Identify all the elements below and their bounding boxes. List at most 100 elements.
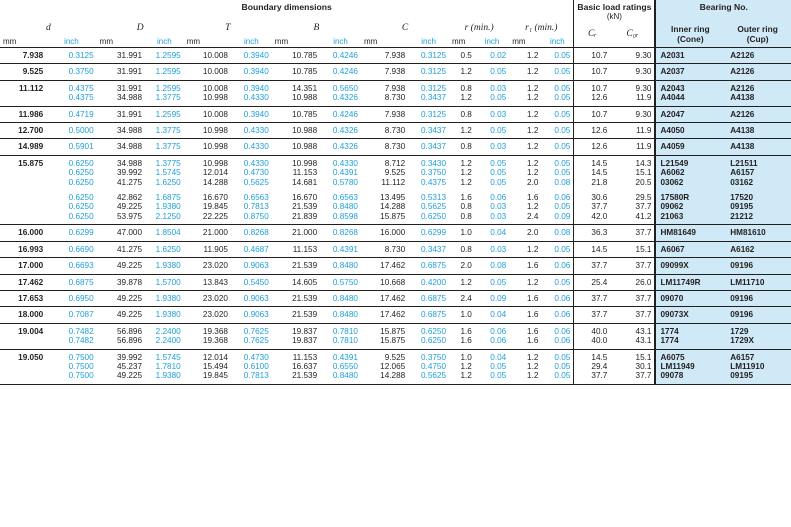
C0r-cell: 9.30 xyxy=(610,47,656,65)
D-inch-cell: 1.2595 xyxy=(145,106,184,124)
table-row: 17.462 0.6875 39.878 1.5700 13.843 0.5450 14.6… xyxy=(0,274,791,291)
r-mm-cell: 1.2 xyxy=(449,93,475,107)
r-inch-cell: 0.03 xyxy=(474,241,510,259)
B-mm-cell: 10.785 xyxy=(271,63,321,81)
C-mm-cell: 15.875 xyxy=(380,326,406,336)
T-mm-cell: 16.670 xyxy=(202,193,228,203)
C0r-cell: 11.9 xyxy=(610,93,656,107)
B-mm-cell: 19.837 xyxy=(271,336,321,350)
T-inch-cell: 0.4330 xyxy=(230,138,272,156)
C-inch-cell: 0.5625 xyxy=(421,202,447,212)
outer-ring-no-cell: A2126 xyxy=(724,47,791,65)
C-mm-cell: 13.495 xyxy=(380,193,406,203)
T-inch-cell: 0.7625 xyxy=(230,336,272,350)
C-inch-cell: 0.6250 xyxy=(408,211,450,226)
r-mm-cell: 1.2 xyxy=(460,168,472,178)
B-inch-cell: 0.4246 xyxy=(320,47,361,65)
Cr-cell: 14.5 xyxy=(573,349,611,362)
r1-inch-cell: 0.06 xyxy=(541,306,574,324)
C-inch-cell: 0.4750 xyxy=(421,361,447,371)
inner-ring-no-cell: A2043 xyxy=(654,80,725,94)
unit-mm: mm xyxy=(271,35,321,48)
B-mm-cell: 11.153 xyxy=(271,241,321,259)
C-mm-cell: 8.730 xyxy=(360,93,409,107)
table-row: 0.6250 53.975 2.1250 22.225 0.8750 21.839 0.85… xyxy=(0,211,791,226)
r-inch-cell: 0.03 xyxy=(474,106,510,124)
Cr-cell: 40.0 xyxy=(573,323,611,337)
r1-mm-cell: 1.2 xyxy=(527,361,539,371)
col-B-symbol: B xyxy=(313,23,320,33)
outer-ring-no-cell: 09196 xyxy=(724,257,791,275)
r1-inch-cell: 0.05 xyxy=(554,361,571,371)
col-Cr-symbol: Cᵣ xyxy=(573,21,611,48)
outer-ring-no-cell: 17520 xyxy=(724,193,791,203)
C-inch-cell: 0.3750 xyxy=(421,168,447,178)
D-inch-cell: 1.7810 xyxy=(155,361,181,371)
T-inch-cell: 0.5625 xyxy=(243,177,269,187)
Cr-cell: 25.4 xyxy=(573,274,611,291)
col-D-symbol: D xyxy=(136,23,144,33)
d-mm-cell: 15.875 xyxy=(18,158,44,168)
B-mm-cell: 10.988 xyxy=(271,93,321,107)
r1-mm-cell: 2.4 xyxy=(509,211,542,226)
outer-ring-no-cell: 1729X xyxy=(724,336,791,350)
inner-ring-no-cell: A4044 xyxy=(654,93,725,107)
d-inch-cell: 0.4375 xyxy=(46,93,97,107)
r-inch-cell: 0.06 xyxy=(490,193,507,203)
C0r-cell: 20.5 xyxy=(635,177,652,187)
T-mm-cell: 14.288 xyxy=(202,177,228,187)
C-mm-cell: 17.462 xyxy=(360,290,409,308)
outer-ring-no-cell: A6157 xyxy=(724,168,791,178)
C-mm-cell: 9.525 xyxy=(384,168,406,178)
T-mm-cell: 10.008 xyxy=(183,106,231,124)
d-mm-cell: 17.000 xyxy=(0,257,47,275)
B-mm-cell: 21.000 xyxy=(271,224,321,242)
r-mm-cell: 1.2 xyxy=(449,122,475,140)
C-inch-cell: 0.4375 xyxy=(421,177,447,187)
table-row: 0.6250 41.275 1.6250 14.288 0.5625 14.681 0.57… xyxy=(0,177,791,194)
C0r-cell: 29.5 xyxy=(635,193,652,203)
B-inch-cell: 0.6550 xyxy=(332,361,358,371)
outer-ring-sublabel: (Cup) xyxy=(746,34,769,44)
T-mm-cell: 10.998 xyxy=(183,122,231,140)
bearing-spec-table: Boundary dimensions Basic load ratings (… xyxy=(0,0,791,385)
bearing-no-heading: Bearing No. xyxy=(654,0,791,21)
B-mm-cell: 21.539 xyxy=(271,306,321,324)
r1-mm-cell: 1.2 xyxy=(509,106,542,124)
d-inch-cell: 0.6693 xyxy=(46,257,97,275)
D-mm-cell: 53.975 xyxy=(96,211,146,226)
d-inch-cell: 0.7500 xyxy=(46,371,97,385)
inner-ring-no-cell: A2037 xyxy=(654,63,725,81)
table-row: 11.986 0.4719 31.991 1.2595 10.008 0.3940 10.7… xyxy=(0,106,791,124)
inner-ring-no-cell: HM81649 xyxy=(654,224,725,242)
T-mm-cell: 23.020 xyxy=(183,306,231,324)
B-inch-cell: 0.4391 xyxy=(332,352,358,362)
D-mm-cell: 31.991 xyxy=(96,106,146,124)
table-row: 0.6250 42.862 1.6875 16.670 0.6563 16.670 0.65… xyxy=(0,193,791,203)
Cr-cell: 14.5 xyxy=(573,241,611,259)
d-mm-cell: 17.462 xyxy=(0,274,47,291)
table-row: 14.989 0.5901 34.988 1.3775 10.998 0.4330 10.9… xyxy=(0,138,791,156)
d-mm-cell: 17.653 xyxy=(0,290,47,308)
T-mm-cell: 10.008 xyxy=(183,47,231,65)
r1-inch-cell: 0.05 xyxy=(554,352,571,362)
B-inch-cell: 0.8268 xyxy=(320,224,361,242)
T-inch-cell: 0.3940 xyxy=(230,63,272,81)
T-mm-cell: 10.998 xyxy=(202,158,228,168)
r-inch-cell: 0.05 xyxy=(474,122,510,140)
B-mm-cell: 21.539 xyxy=(271,257,321,275)
inner-ring-no-cell: 21063 xyxy=(654,211,725,226)
Cr-cell: 10.7 xyxy=(573,63,611,81)
r-mm-cell: 2.4 xyxy=(449,290,475,308)
inner-ring-no-cell: L21549 xyxy=(654,155,725,169)
C-mm-cell: 7.938 xyxy=(360,63,409,81)
T-mm-cell: 12.014 xyxy=(202,352,228,362)
C-inch-cell: 0.3125 xyxy=(408,106,450,124)
r1-mm-cell: 1.2 xyxy=(509,241,542,259)
D-mm-cell: 31.991 xyxy=(96,47,146,65)
r-inch-cell: 0.02 xyxy=(474,47,510,65)
D-inch-cell: 2.1250 xyxy=(145,211,184,226)
C-inch-cell: 0.3430 xyxy=(421,158,447,168)
D-inch-cell: 1.6875 xyxy=(155,193,181,203)
B-inch-cell: 0.4391 xyxy=(332,168,358,178)
